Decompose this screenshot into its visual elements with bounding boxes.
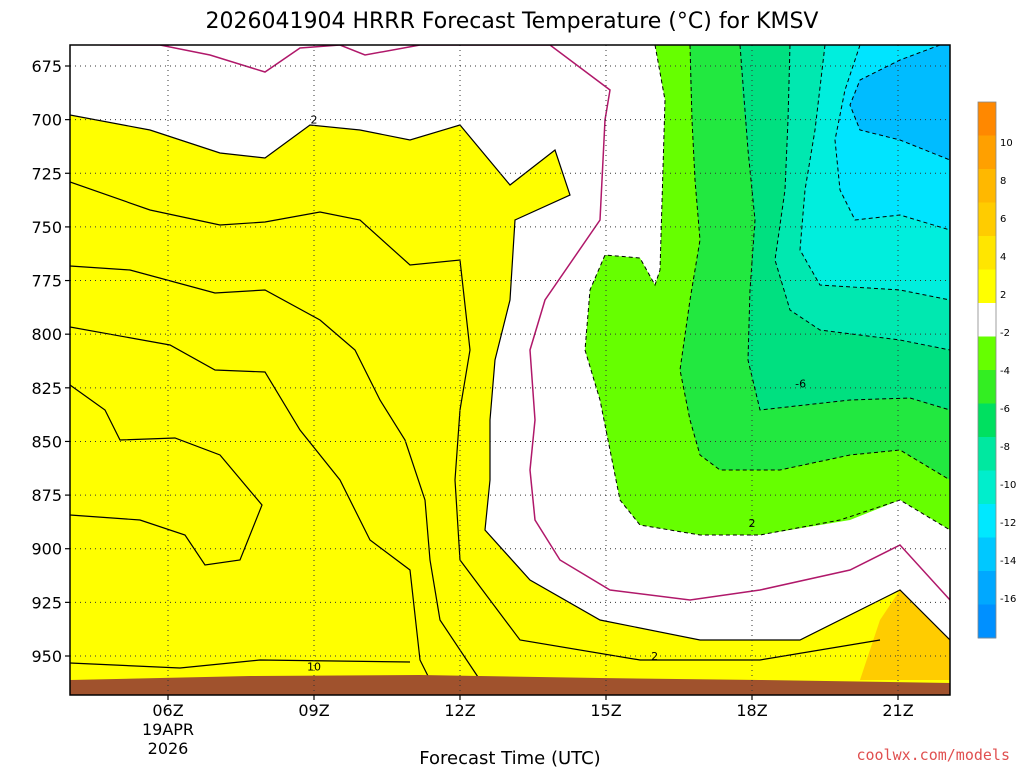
y-tick-label: 875 [31,486,62,505]
colorbar-segment [978,269,996,304]
colorbar-tick-label: -16 [1000,594,1016,605]
colorbar-tick-label: -14 [1000,556,1016,567]
colorbar-tick-label: -6 [1000,404,1010,415]
contour-label: 2 [311,114,318,127]
colorbar-tick-label: -12 [1000,518,1016,529]
x-tick-label: 15Z [590,701,621,720]
colorbar-segment [978,370,996,404]
region-2 [70,115,950,695]
region-neg14 [850,45,950,160]
y-axis: 675 700 725 750 775 800 825 850 875 900 925 950 [31,57,70,666]
grid [70,45,950,695]
colorbar-tick-label: -10 [1000,480,1016,491]
y-tick-label: 700 [31,111,62,130]
contour-label: 10 [307,661,321,674]
y-tick-label: 850 [31,432,62,451]
contour-label: -6 [795,378,806,391]
y-tick-label: 950 [31,647,62,666]
region-bottom [860,590,950,680]
colorbar-tick-label: 6 [1000,214,1006,225]
colorbar-segment [978,102,996,136]
colorbar-segment [978,470,996,505]
colorbar: 10 8 6 4 2 -2 -4 -6 -8 -10 -12 -14 -16 [977,101,1016,639]
colorbar-tick-label: -2 [1000,328,1010,339]
y-tick-label: 750 [31,218,62,237]
contour-label: 2 [749,517,756,530]
colorbar-frame [977,101,997,639]
x-tick-label: 18Z [736,701,767,720]
plot-area [69,44,951,696]
colorbar-tick-label: 2 [1000,290,1006,301]
colorbar-segment [978,604,996,639]
colorbar-segment [978,504,996,538]
colorbar-segment [978,169,996,203]
colorbar-segment [978,571,996,605]
region-freezing [420,45,950,600]
x-tick-label: 06Z [152,701,183,720]
y-tick-label: 825 [31,379,62,398]
y-tick-label: 800 [31,325,62,344]
chart-title: 2026041904 HRRR Forecast Temperature (°C… [206,9,819,34]
x-axis-label: Forecast Time (UTC) [419,748,600,768]
terrain [70,675,950,695]
freezing-contours [110,45,950,601]
y-tick-label: 725 [31,164,62,183]
x-tick-label: 09Z [298,701,329,720]
x-tick-label: 12Z [444,701,475,720]
colorbar-segment [978,236,996,270]
colorbar-tick-label: 10 [1000,138,1013,149]
y-tick-label: 675 [31,57,62,76]
colorbar-tick-label: 4 [1000,252,1006,263]
x-date-line-2: 2026 [148,739,189,758]
colorbar-segment [978,437,996,471]
x-tick-label: 21Z [882,701,913,720]
contour-lines [70,114,950,681]
y-tick-label: 775 [31,272,62,291]
credit-text: coolwx.com/models [856,746,1010,764]
x-axis: 06Z 09Z 12Z 15Z 18Z 21Z [152,695,914,720]
y-tick-label: 900 [31,540,62,559]
colorbar-segment [978,303,996,337]
y-tick-label: 925 [31,593,62,612]
x-date-line-1: 19APR [142,720,194,739]
colorbar-tick-label: -8 [1000,442,1010,453]
contour-label: 2 [651,650,658,663]
plot-frame [69,44,951,696]
colorbar-segment [978,403,996,438]
colorbar-segment [978,202,996,237]
colorbar-tick-label: 8 [1000,176,1006,187]
colorbar-segment [978,135,996,170]
contour-labels: 2 10 2 -6 2 [307,114,806,674]
colorbar-segment [978,537,996,572]
colorbar-tick-label: -4 [1000,366,1010,377]
colorbar-segment [978,336,996,371]
